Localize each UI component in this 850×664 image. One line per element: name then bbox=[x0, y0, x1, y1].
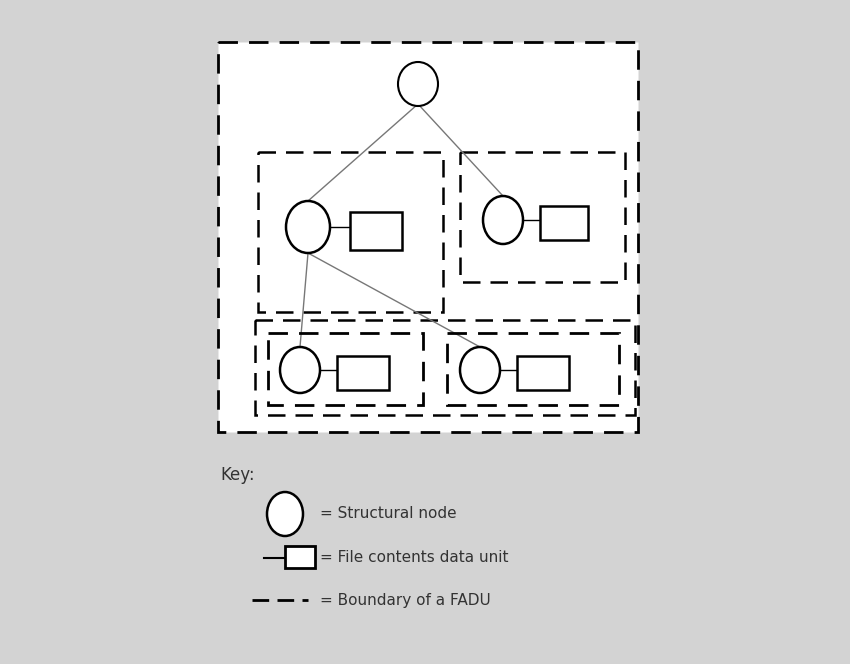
Bar bbox=[255, 320, 635, 415]
Ellipse shape bbox=[280, 347, 320, 393]
Text: Key:: Key: bbox=[220, 466, 255, 484]
Bar bbox=[285, 546, 315, 568]
Bar bbox=[268, 333, 423, 405]
Text: = File contents data unit: = File contents data unit bbox=[320, 550, 508, 564]
Ellipse shape bbox=[398, 62, 438, 106]
Bar bbox=[517, 356, 569, 390]
Text: = Boundary of a FADU: = Boundary of a FADU bbox=[320, 592, 490, 608]
Bar bbox=[460, 152, 625, 282]
Text: = Structural node: = Structural node bbox=[320, 507, 456, 521]
Ellipse shape bbox=[460, 347, 500, 393]
Bar bbox=[540, 206, 588, 240]
Ellipse shape bbox=[483, 196, 523, 244]
Bar bbox=[350, 212, 402, 250]
Bar bbox=[258, 152, 443, 312]
Ellipse shape bbox=[286, 201, 330, 253]
Bar bbox=[218, 42, 638, 432]
Ellipse shape bbox=[267, 492, 303, 536]
Bar bbox=[447, 333, 619, 405]
Bar bbox=[337, 356, 389, 390]
